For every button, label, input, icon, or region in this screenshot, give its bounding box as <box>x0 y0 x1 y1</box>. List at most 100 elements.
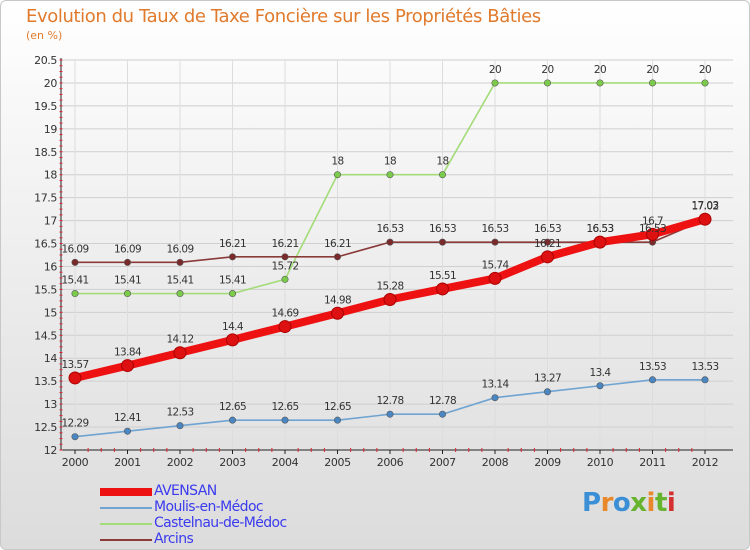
data-label: 12.41 <box>114 412 141 424</box>
y-tick-label: 19.5 <box>34 100 57 113</box>
logo-letter: o <box>612 488 631 518</box>
data-point <box>333 253 341 261</box>
data-label: 15.74 <box>481 259 509 271</box>
data-label: 12.65 <box>324 401 351 413</box>
data-label: 20 <box>699 64 711 76</box>
x-tick-label: 2002 <box>167 456 193 469</box>
data-label: 20 <box>594 64 606 76</box>
data-point <box>593 235 607 249</box>
x-tick-label: 2009 <box>534 456 561 469</box>
y-tick-label: 20 <box>44 77 58 90</box>
y-tick-label: 19 <box>44 123 58 136</box>
data-label: 13.27 <box>534 373 561 385</box>
logo-letter: i <box>666 488 676 518</box>
data-label: 13.53 <box>639 361 666 373</box>
x-tick-label: 2007 <box>429 456 456 469</box>
data-point <box>386 238 394 246</box>
x-tick-label: 2008 <box>482 456 509 469</box>
data-label: 13.14 <box>481 379 509 391</box>
y-tick-label: 13.5 <box>34 375 57 388</box>
data-point <box>386 410 394 418</box>
y-tick-label: 17 <box>44 215 58 228</box>
data-label: 14.4 <box>222 321 244 333</box>
legend-label-arcins: Arcins <box>154 531 194 547</box>
x-tick-label: 2001 <box>114 456 140 469</box>
x-tick-label: 2005 <box>324 456 351 469</box>
data-point <box>229 253 237 261</box>
data-point <box>491 238 499 246</box>
data-label: 12.29 <box>61 418 88 430</box>
data-point <box>71 433 79 441</box>
data-label: 16.21 <box>324 238 351 250</box>
legend-label-avensan: AVENSAN <box>154 483 217 499</box>
data-point <box>543 79 551 87</box>
data-label: 12.78 <box>429 395 456 407</box>
data-label: 12.78 <box>376 395 403 407</box>
data-label: 18 <box>384 156 396 168</box>
data-point <box>701 79 709 87</box>
data-label: 14.69 <box>271 308 298 320</box>
data-label: 16.09 <box>61 243 88 255</box>
data-label: 16.53 <box>429 223 456 235</box>
data-label: 20 <box>646 64 658 76</box>
data-label: 20 <box>489 64 501 76</box>
data-point <box>71 258 79 266</box>
data-label: 17.02 <box>691 201 718 213</box>
chart-unit-label: (en %) <box>26 29 63 42</box>
data-point <box>121 359 134 373</box>
x-tick-label: 2010 <box>587 456 614 469</box>
y-tick-label: 14 <box>44 352 58 365</box>
data-label: 15.41 <box>61 275 88 287</box>
data-point <box>331 306 344 320</box>
data-label: 16.53 <box>534 223 561 235</box>
data-point <box>176 422 184 430</box>
logo-letter: i <box>646 488 656 518</box>
data-label: 16.53 <box>586 223 613 235</box>
data-point <box>124 290 132 298</box>
data-label: 13.57 <box>61 359 88 371</box>
chart-title: Evolution du Taux de Taxe Foncière sur l… <box>26 6 541 27</box>
logo-letter: t <box>654 488 667 518</box>
y-tick-label: 15.5 <box>34 283 57 296</box>
data-label: 16.53 <box>586 223 613 235</box>
data-point <box>648 376 656 384</box>
data-point <box>648 79 656 87</box>
data-label: 12.65 <box>219 401 246 413</box>
data-label: 12.53 <box>166 407 193 419</box>
logo-letter: r <box>600 488 614 518</box>
legend-swatch-moulis <box>100 507 152 509</box>
data-label: 16.21 <box>271 238 298 250</box>
y-tick-label: 16 <box>44 260 58 273</box>
data-label: 14.98 <box>324 294 351 306</box>
data-label: 20 <box>541 64 553 76</box>
data-point <box>436 282 449 296</box>
y-tick-label: 18.5 <box>34 146 57 159</box>
data-point <box>281 416 289 424</box>
y-tick-label: 20.5 <box>34 54 57 67</box>
data-point <box>491 79 499 87</box>
data-label: 13.53 <box>691 361 718 373</box>
data-label: 15.41 <box>114 275 141 287</box>
data-point <box>701 376 709 384</box>
data-point <box>68 371 82 385</box>
data-point <box>281 253 289 261</box>
logo-letter: P <box>582 488 601 518</box>
data-point <box>543 388 551 396</box>
data-point <box>333 171 341 179</box>
data-point <box>226 333 239 347</box>
data-point <box>281 275 289 283</box>
data-label: 12.65 <box>271 401 298 413</box>
y-tick-label: 18 <box>44 169 58 182</box>
data-point <box>124 427 132 435</box>
x-tick-label: 2012 <box>692 456 718 469</box>
data-point <box>596 382 604 390</box>
y-tick-label: 12.5 <box>34 421 57 434</box>
data-label: 13.84 <box>114 347 142 359</box>
data-label: 13.4 <box>590 367 612 379</box>
data-point <box>491 394 499 402</box>
data-point <box>646 227 659 241</box>
proxiti-logo: Proxiti <box>582 488 676 518</box>
data-point <box>438 410 446 418</box>
legend-label-moulis: Moulis-en-Médoc <box>154 499 264 515</box>
